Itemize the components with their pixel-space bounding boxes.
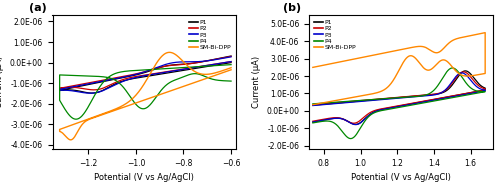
X-axis label: Potential (V vs Ag/AgCl): Potential (V vs Ag/AgCl): [94, 173, 194, 182]
Legend: P1, P2, P3, P4, SM-Bi-DPP: P1, P2, P3, P4, SM-Bi-DPP: [188, 18, 232, 52]
Y-axis label: Current (μA): Current (μA): [0, 56, 4, 108]
Text: (a): (a): [28, 3, 46, 13]
Y-axis label: Current (μA): Current (μA): [252, 56, 261, 108]
Legend: P1, P2, P3, P4, SM-Bi-DPP: P1, P2, P3, P4, SM-Bi-DPP: [312, 18, 358, 52]
Text: (b): (b): [284, 3, 302, 13]
X-axis label: Potential (V vs Ag/AgCl): Potential (V vs Ag/AgCl): [351, 173, 451, 182]
